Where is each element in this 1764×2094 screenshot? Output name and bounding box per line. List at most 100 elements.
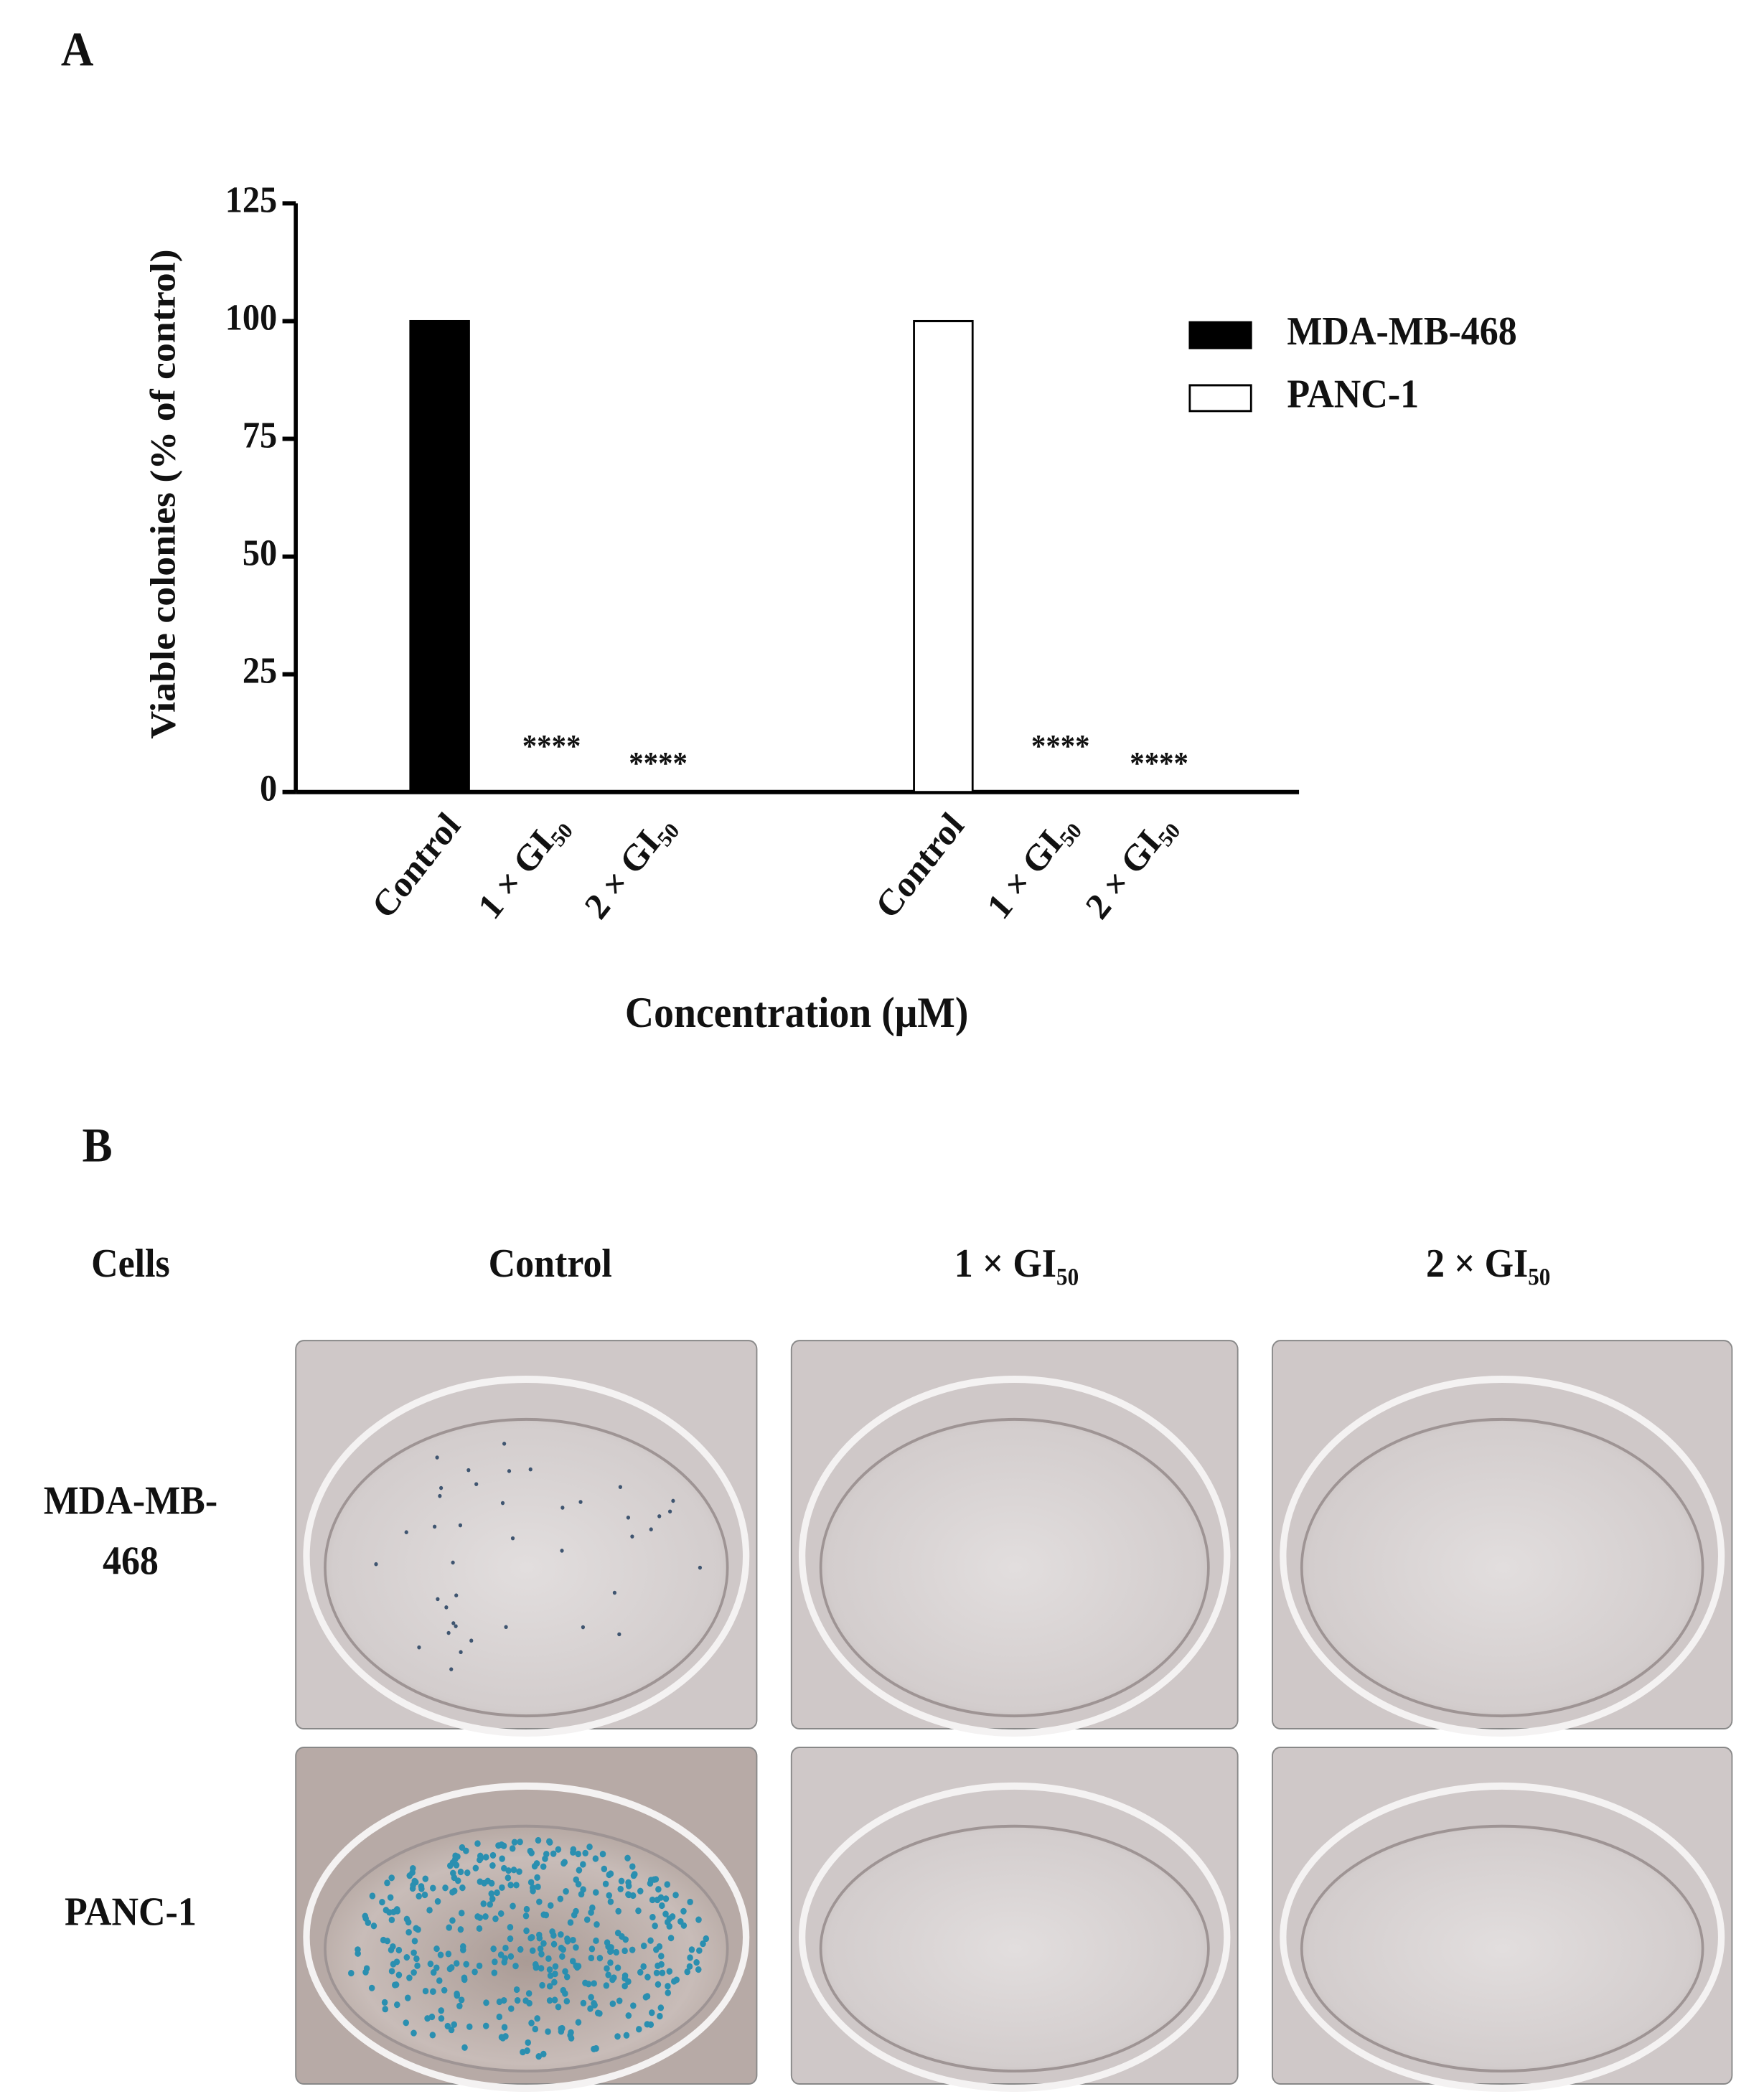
colony — [433, 1964, 440, 1971]
dish-rim — [303, 1376, 750, 1737]
legend-swatch — [1188, 384, 1252, 413]
colony — [502, 1944, 509, 1952]
colony — [510, 1867, 517, 1874]
colony — [550, 1850, 557, 1857]
colony — [669, 1913, 676, 1920]
colony — [649, 2009, 655, 2016]
colony — [640, 1963, 647, 1970]
colony — [658, 1961, 665, 1968]
colony — [603, 1982, 610, 1989]
colony — [540, 2050, 547, 2057]
colony — [348, 1969, 355, 1977]
colony — [514, 1996, 521, 2004]
colony — [379, 1899, 385, 1906]
colony — [680, 1907, 687, 1915]
colony — [593, 1889, 599, 1896]
colony — [698, 1565, 703, 1570]
colony — [560, 1946, 566, 1953]
colony — [505, 1874, 512, 1882]
colony — [422, 1875, 429, 1882]
colony — [640, 1943, 647, 1950]
dish-rim — [1280, 1376, 1725, 1737]
colony — [571, 1912, 578, 1919]
colony — [666, 1968, 673, 1975]
colony — [474, 1913, 481, 1920]
colony — [496, 1998, 503, 2006]
colony — [665, 1983, 671, 1990]
colony — [483, 1999, 489, 2006]
colony — [362, 1915, 369, 1922]
colony — [662, 1895, 670, 1902]
x-tick-label: 1 × GI₅₀ — [470, 804, 574, 926]
colony — [487, 1901, 494, 1908]
colony — [580, 1886, 586, 1893]
colony — [540, 1940, 547, 1947]
colony — [394, 2001, 400, 2009]
colony — [410, 1969, 417, 1976]
colony — [532, 2025, 539, 2033]
colony — [625, 2012, 632, 2019]
colony — [388, 1874, 395, 1882]
colony — [449, 1889, 456, 1896]
colony — [469, 1638, 474, 1643]
colony — [484, 1877, 492, 1884]
column-header: Cells — [91, 1241, 170, 1285]
colony — [540, 1863, 547, 1870]
bar — [913, 319, 974, 794]
colony — [630, 1534, 634, 1539]
colony — [404, 1530, 408, 1534]
colony — [581, 1625, 586, 1630]
colony — [664, 1881, 671, 1888]
colony — [534, 2015, 540, 2022]
row-label: 468 — [103, 1539, 159, 1583]
significance-label: **** — [629, 746, 688, 781]
colony — [578, 1500, 583, 1504]
colony — [430, 1884, 436, 1892]
colony — [457, 1926, 464, 1933]
x-tick-label: 1 × GI₅₀ — [979, 804, 1083, 926]
colony — [445, 1950, 452, 1958]
colony — [644, 1993, 651, 2000]
colony — [498, 2034, 505, 2041]
colony — [573, 1962, 579, 1969]
colony — [531, 1863, 538, 1870]
colony — [476, 1962, 483, 1970]
colony — [655, 1981, 662, 1988]
colony — [458, 1523, 463, 1528]
colony — [672, 1892, 679, 1899]
colony — [607, 1870, 614, 1877]
colony — [607, 1959, 614, 1966]
colony — [406, 1872, 413, 1879]
colony — [513, 1882, 520, 1889]
colony — [593, 2044, 599, 2052]
colony — [450, 1869, 456, 1877]
colony — [629, 1946, 636, 1953]
colony — [499, 1884, 505, 1892]
colony — [507, 1882, 514, 1889]
colony — [509, 1845, 516, 1852]
colony — [452, 1856, 459, 1863]
colony — [522, 1912, 530, 1920]
colony — [567, 1919, 574, 1926]
colony — [539, 1981, 545, 1989]
colony — [492, 1958, 498, 1966]
colony — [696, 1947, 703, 1954]
colony — [604, 1965, 610, 1972]
colony — [585, 1981, 592, 1988]
colony — [430, 1988, 436, 1995]
colony — [510, 1902, 516, 1910]
colony — [545, 2028, 551, 2035]
colony — [537, 1945, 544, 1953]
colony — [459, 1650, 463, 1655]
colony — [677, 1917, 684, 1925]
colony — [604, 1939, 611, 1946]
colony — [636, 2026, 642, 2033]
colony — [416, 1892, 422, 1900]
colony — [653, 1946, 660, 1953]
colony — [632, 1871, 638, 1878]
significance-label: **** — [1031, 729, 1090, 764]
colony — [559, 2024, 566, 2032]
colony — [621, 1972, 629, 1979]
colony — [491, 1969, 498, 1976]
colony — [498, 1841, 505, 1849]
